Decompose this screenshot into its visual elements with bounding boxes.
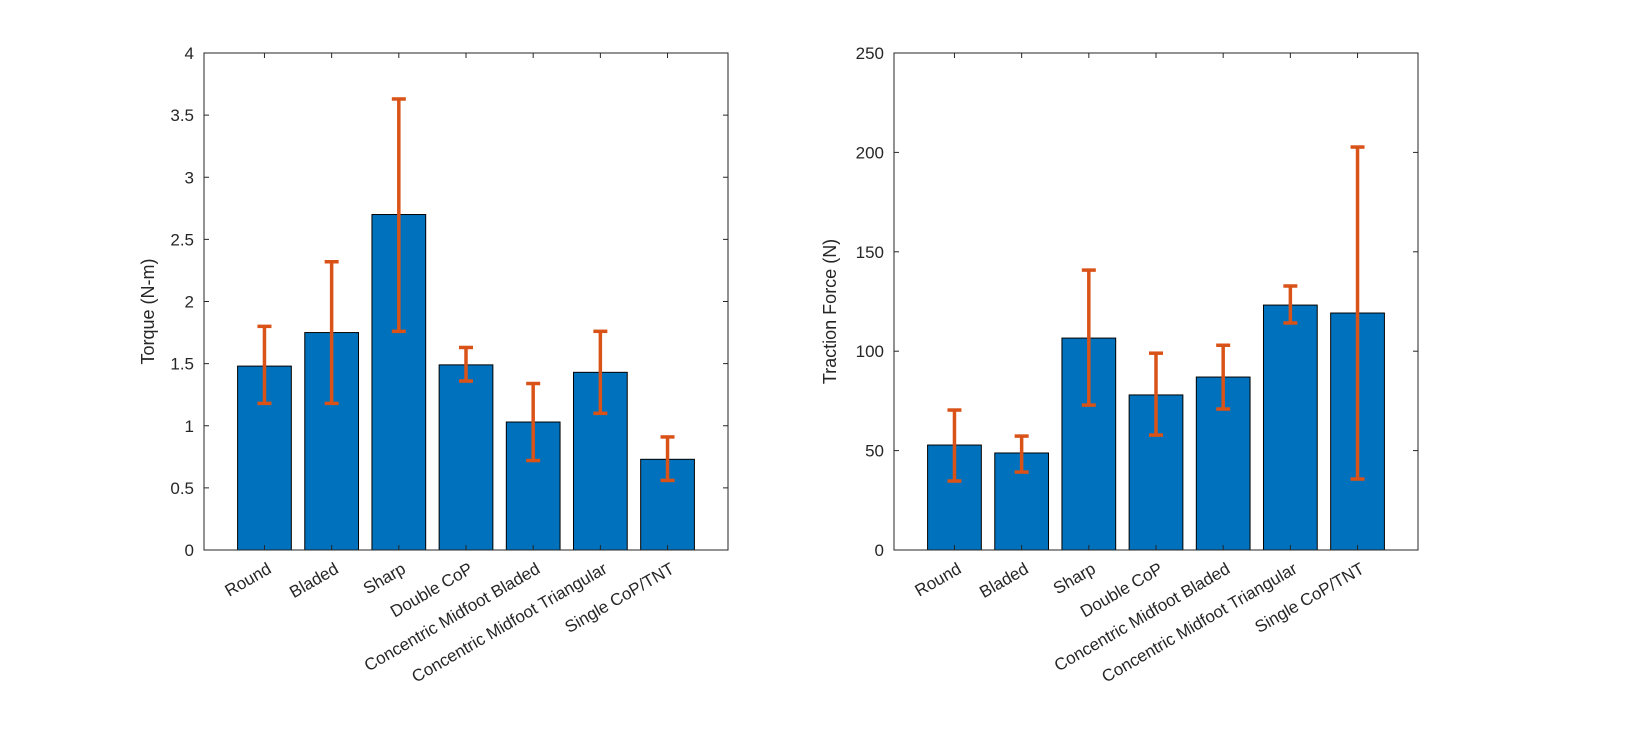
bar [438, 364, 494, 551]
error-bar [526, 381, 541, 463]
y-tick-label: 4 [185, 44, 194, 63]
error-bar [1216, 343, 1231, 411]
error-bar [660, 435, 675, 483]
error-bar [324, 259, 339, 406]
error-bar [947, 408, 962, 483]
y-tick-label: 50 [865, 442, 884, 461]
error-bar [459, 345, 473, 383]
y-tick-label: 200 [856, 143, 884, 162]
y-axis-label: Torque (N-m) [138, 258, 158, 364]
y-tick-label: 3.5 [170, 106, 194, 125]
error-bar [257, 324, 272, 406]
y-axis-label: Traction Force (N) [820, 239, 840, 384]
x-tick-label: Round [222, 559, 275, 601]
y-tick-label: 2.5 [170, 230, 194, 249]
x-tick-label: Bladed [286, 559, 341, 602]
y-tick-label: 0 [185, 541, 194, 560]
error-bar [1149, 351, 1163, 437]
y-tick-label: 150 [856, 243, 884, 262]
error-bar [1014, 434, 1029, 474]
x-tick-label: Bladed [976, 559, 1031, 602]
x-tick-label: Sharp [1050, 559, 1099, 598]
x-tick-label: Round [912, 559, 965, 601]
y-tick-label: 2 [185, 293, 194, 312]
y-tick-label: 0 [875, 541, 884, 560]
y-tick-label: 250 [856, 44, 884, 63]
y-tick-label: 0.5 [170, 479, 194, 498]
y-tick-label: 100 [856, 342, 884, 361]
bar [1262, 304, 1318, 551]
error-bar [391, 97, 406, 334]
x-tick-label: Sharp [360, 559, 409, 598]
y-tick-label: 1 [185, 417, 194, 436]
y-tick-label: 1.5 [170, 355, 194, 374]
error-bar [1283, 284, 1298, 325]
error-bar [1350, 145, 1365, 481]
y-tick-label: 3 [185, 168, 194, 187]
error-bar [593, 329, 608, 416]
error-bar [1081, 268, 1096, 407]
